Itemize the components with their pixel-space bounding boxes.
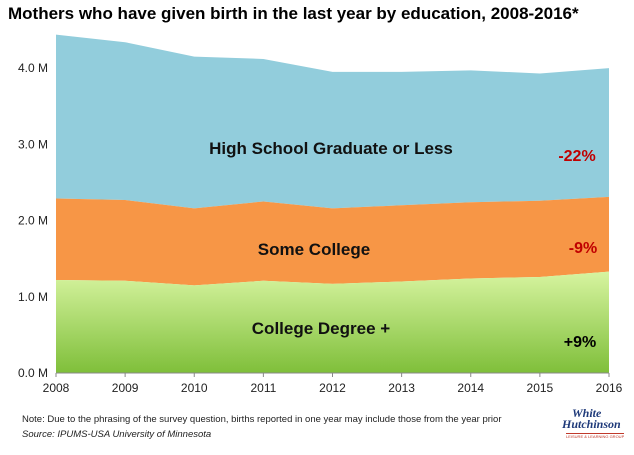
x-tick-label: 2012: [319, 381, 346, 395]
logo-tagline: LEISURE & LEARNING GROUP: [566, 433, 624, 439]
y-tick-label: 3.0 M: [18, 137, 48, 151]
logo-line2: Hutchinson: [562, 417, 621, 431]
y-axis-ticks: 0.0 M 1.0 M 2.0 M 3.0 M 4.0 M: [18, 61, 48, 380]
y-tick-label: 2.0 M: [18, 214, 48, 228]
area-chart: 0.0 M1.0 M2.0 M3.0 M4.0 M 2008 2009 2010 20…: [18, 34, 623, 395]
y-tick-label: 4.0 M: [18, 61, 48, 75]
change-college-degree: +9%: [564, 334, 596, 351]
source-citation: Source: IPUMS-USA University of Minnesot…: [22, 429, 212, 440]
x-tick-label: 2013: [388, 381, 415, 395]
y-tick-label: 1.0 M: [18, 290, 48, 304]
y-tick-label: 0.0 M: [18, 366, 48, 380]
area-some-college: [56, 196, 609, 286]
chart-title: Mothers who have given birth in the last…: [8, 4, 579, 23]
white-hutchinson-logo: White Hutchinson LEISURE & LEARNING GROU…: [560, 406, 626, 446]
area-college-degree: [56, 271, 609, 373]
x-tick-label: 2010: [181, 381, 208, 395]
x-tick-label: 2016: [596, 381, 623, 395]
footnote: Note: Due to the phrasing of the survey …: [22, 414, 502, 425]
x-axis-ticks: 2008 2009 2010 2011 2012 2013 2014 2015 2016: [43, 373, 623, 395]
x-tick-label: 2011: [250, 381, 276, 395]
x-tick-label: 2009: [112, 381, 139, 395]
logo-line1: White: [572, 406, 602, 420]
x-tick-label: 2015: [527, 381, 554, 395]
x-tick-label: 2014: [457, 381, 484, 395]
label-college-degree: College Degree +: [252, 319, 390, 338]
area-high-school: [56, 34, 609, 209]
change-some-college: -9%: [569, 240, 597, 257]
label-some-college: Some College: [258, 240, 370, 259]
change-high-school: -22%: [558, 148, 595, 165]
series-labels: High School Graduate or Less Some Colleg…: [209, 139, 597, 351]
label-high-school: High School Graduate or Less: [209, 139, 453, 158]
x-tick-label: 2008: [43, 381, 70, 395]
area-layers: [56, 34, 609, 373]
